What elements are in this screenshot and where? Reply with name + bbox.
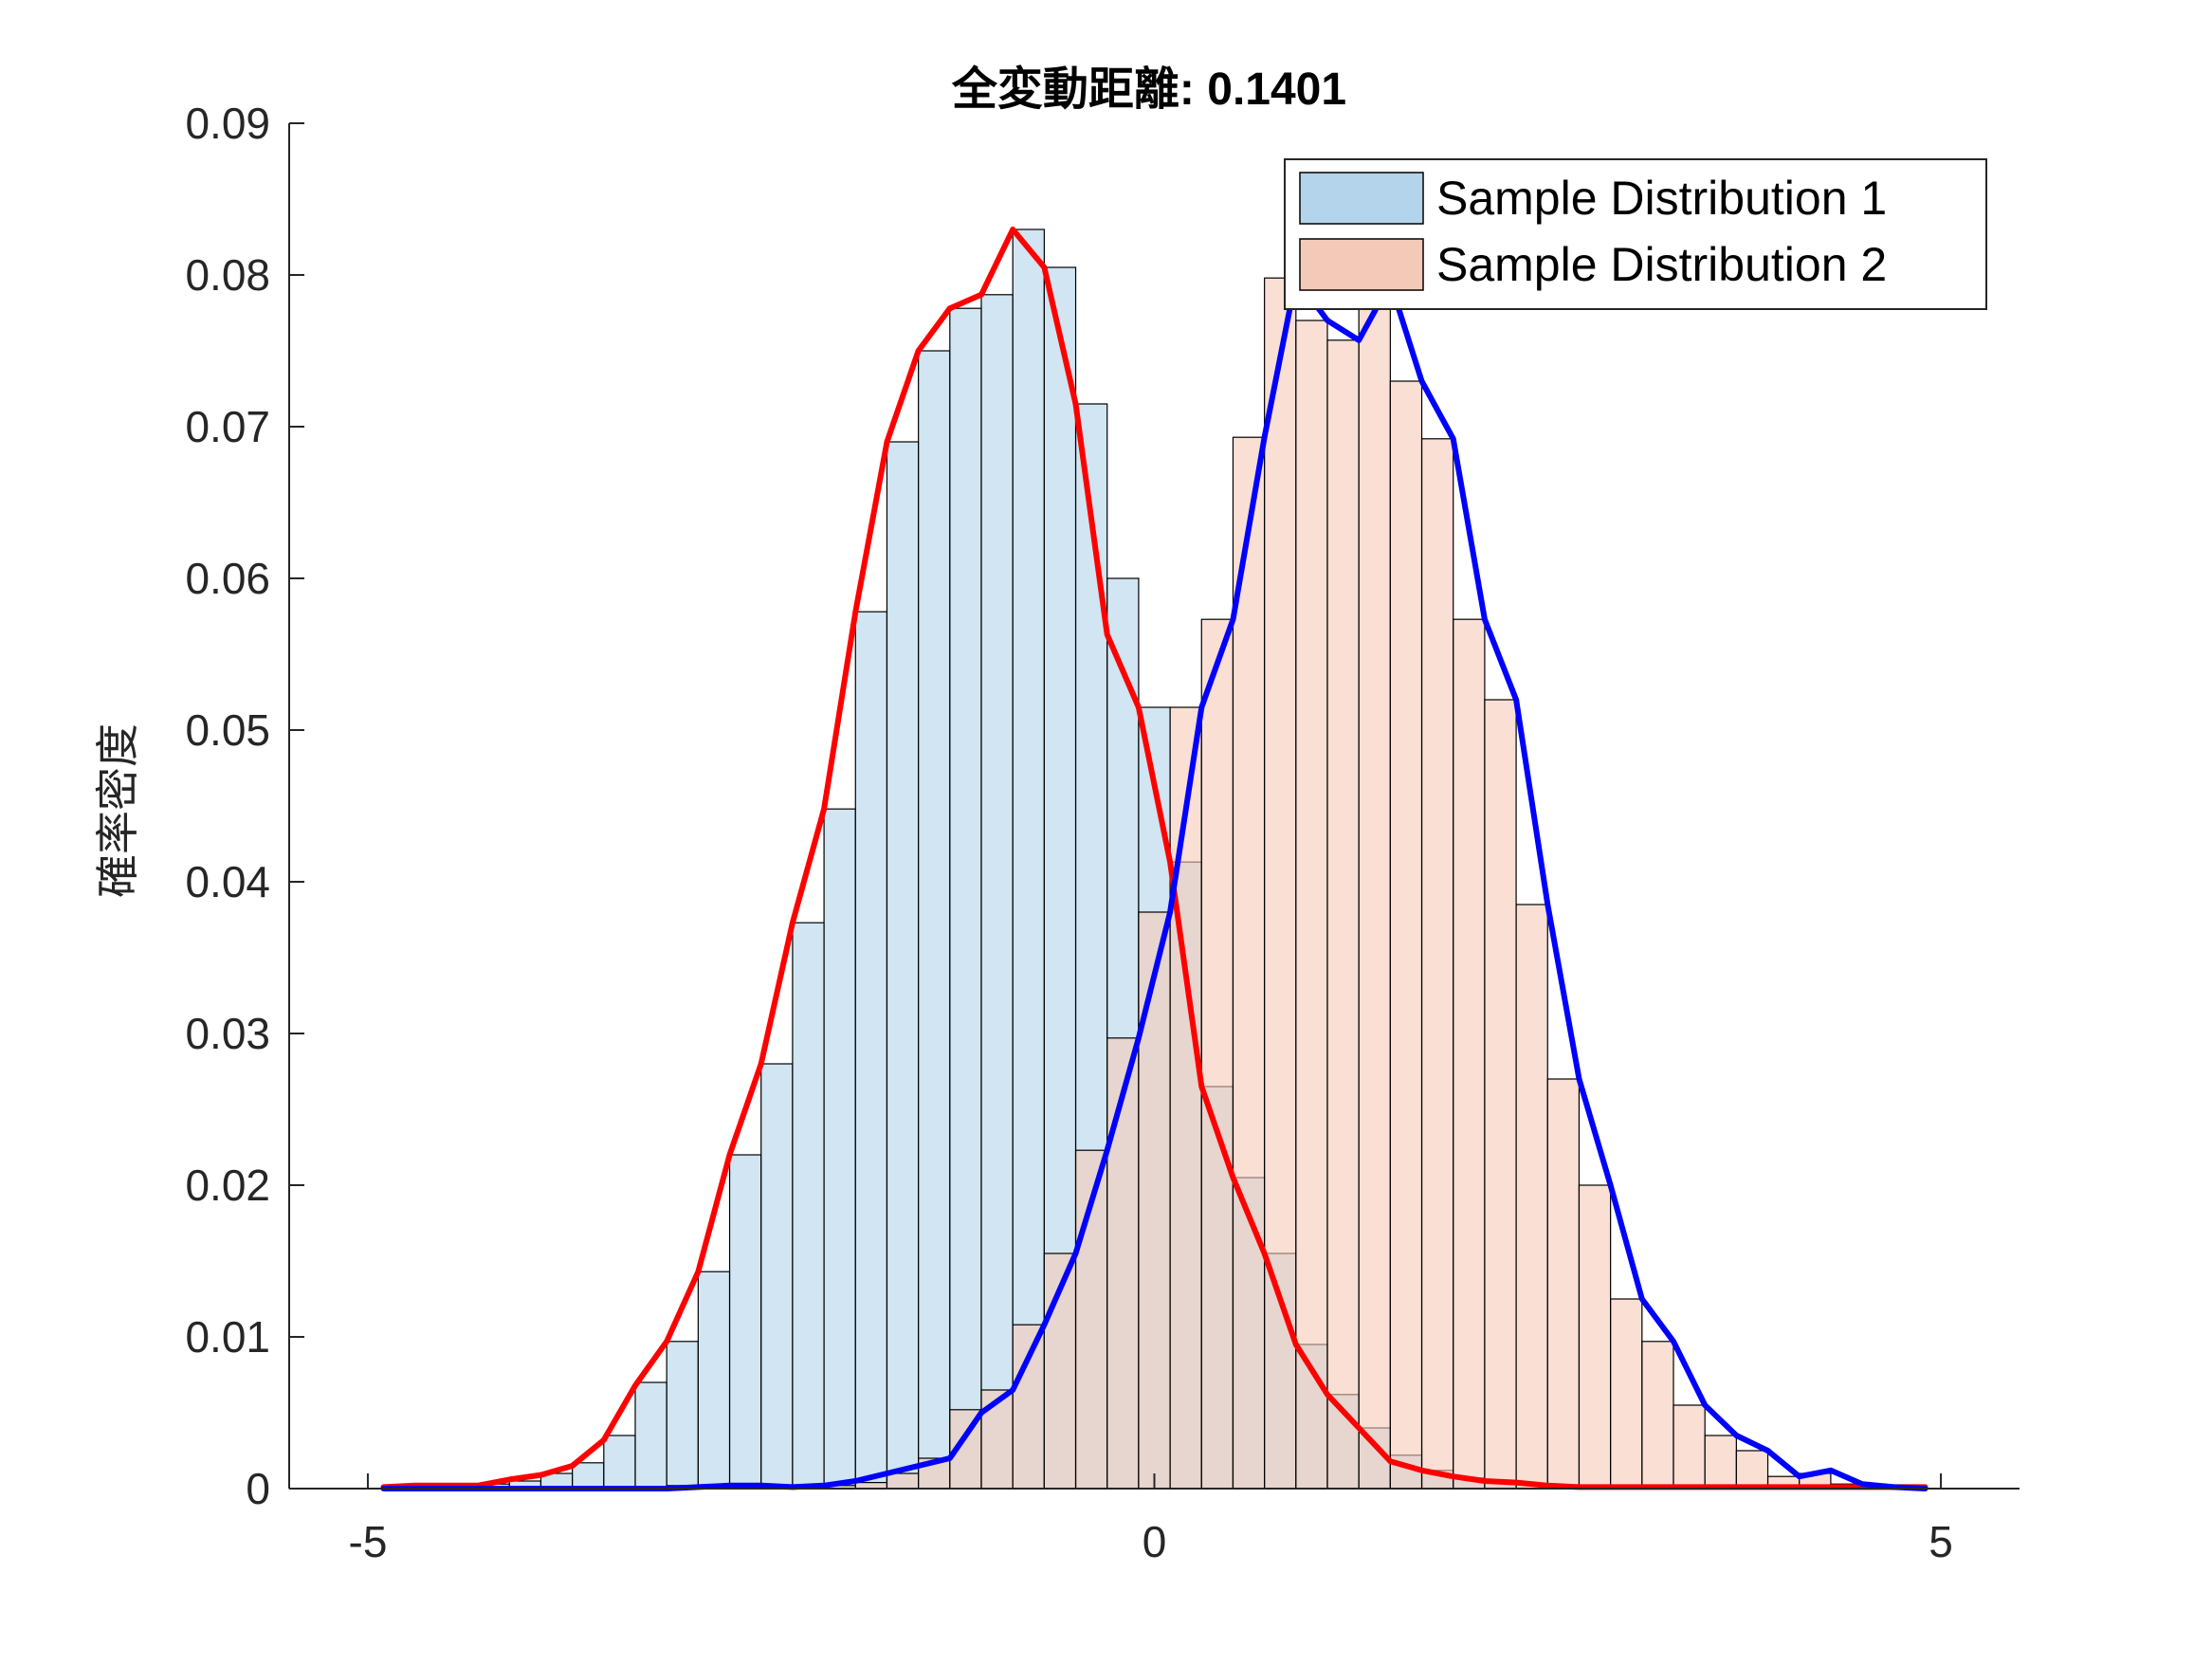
- x-tick-label: -5: [349, 1517, 388, 1566]
- histogram-bar-series-2: [1515, 904, 1548, 1490]
- histogram-bar-series-2: [1546, 1078, 1581, 1490]
- y-tick-label: 0.02: [185, 1161, 270, 1210]
- y-axis-label: 確率密度: [93, 723, 142, 898]
- histogram-bar-series-1: [1012, 229, 1045, 1490]
- y-tick-label: 0: [246, 1464, 270, 1513]
- histogram-bar-series-1: [980, 294, 1014, 1490]
- legend-entry-label: Sample Distribution 1: [1436, 172, 1887, 225]
- histogram-bar-series-2: [1484, 699, 1517, 1490]
- histogram-bar-series-2: [1200, 618, 1234, 1490]
- histogram-bar-series-1: [760, 1063, 794, 1490]
- histogram-bar-series-1: [728, 1154, 762, 1490]
- legend: Sample Distribution 1 Sample Distribution…: [1284, 158, 1987, 310]
- y-tick-label: 0.06: [185, 554, 270, 603]
- y-tick-label: 0.01: [185, 1312, 270, 1362]
- histogram-bar-series-1: [854, 611, 888, 1490]
- histogram-bar-series-1: [792, 922, 825, 1490]
- histogram-bar-series-2: [1735, 1450, 1769, 1490]
- histogram-bar-series-2: [1673, 1404, 1706, 1490]
- axes: 0 0.01 0.02 0.03 0.04 0.05 0.06 0.07 0.08 0.09 -5 0…: [185, 99, 2020, 1566]
- chart-title: 全変動距離: 0.1401: [951, 64, 1346, 115]
- histogram-bar-series-2: [1453, 618, 1486, 1490]
- histogram-bar-series-2: [1610, 1298, 1643, 1490]
- histogram-bar-series-1: [823, 808, 856, 1490]
- legend-swatch: [1299, 238, 1424, 291]
- histogram-bar-series-1: [949, 307, 982, 1490]
- histogram-bar-series-1: [918, 350, 951, 1490]
- density-line-1: [380, 227, 1929, 1490]
- histogram-bar-series-2: [1578, 1184, 1612, 1490]
- histogram-bar-series-1: [572, 1462, 605, 1490]
- x-tick-label: 5: [1929, 1517, 1953, 1566]
- histogram-bar-series-2: [1232, 436, 1266, 1490]
- histogram-bar-series-1: [603, 1435, 636, 1490]
- legend-entry-label: Sample Distribution 2: [1436, 238, 1887, 291]
- histogram-bar-series-2: [1169, 706, 1202, 1490]
- histogram-bars: [382, 229, 1927, 1490]
- histogram-bar-series-2: [1012, 1324, 1045, 1490]
- histogram-bar-series-1: [886, 441, 920, 1490]
- y-tick-label: 0.03: [185, 1009, 270, 1058]
- y-tick-label: 0.04: [185, 857, 270, 906]
- y-tick-label: 0.08: [185, 250, 270, 300]
- histogram-bar-series-1: [634, 1381, 667, 1490]
- histogram-bar-series-2: [1389, 380, 1423, 1490]
- histogram-bar-series-2: [1295, 320, 1328, 1490]
- histogram-bar-series-2: [1420, 438, 1454, 1490]
- y-tick-label: 0.09: [185, 99, 270, 148]
- histogram-bar-series-2: [1641, 1341, 1674, 1490]
- histogram-bar-series-2: [886, 1472, 920, 1490]
- histogram-bar-series-2: [1326, 339, 1360, 1490]
- y-tick-label: 0.07: [185, 402, 270, 451]
- histogram-bar-series-1: [666, 1341, 699, 1490]
- histogram-bar-series-2: [1138, 911, 1171, 1490]
- x-tick-label: 0: [1143, 1517, 1167, 1566]
- histogram-bar-series-2: [1358, 282, 1391, 1490]
- histogram-bar-series-2: [1106, 1037, 1140, 1490]
- y-tick-label: 0.05: [185, 705, 270, 755]
- legend-swatch: [1299, 172, 1424, 225]
- histogram-bar-series-2: [1704, 1435, 1737, 1490]
- histogram-bar-series-1: [697, 1271, 731, 1490]
